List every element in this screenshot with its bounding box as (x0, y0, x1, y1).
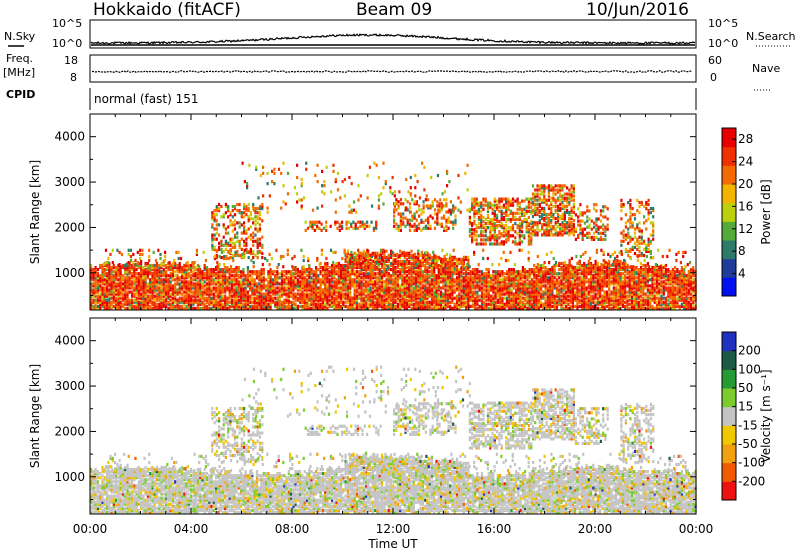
colorbar-tick-label: 50 (738, 381, 753, 395)
y-tick-label: 4000 (54, 334, 85, 348)
beam-label: Beam 09 (356, 0, 433, 20)
x-tick-label: 16:00 (477, 522, 512, 536)
cpid-label: CPID (6, 88, 36, 101)
colorbar-segment (722, 146, 736, 166)
x-tick-label: 08:00 (275, 522, 310, 536)
colorbar-segment (722, 481, 736, 501)
nave-tick-bottom: 0 (710, 71, 717, 84)
y-tick-label: 1000 (54, 266, 85, 280)
nsearch-tick-bottom: 10^0 (708, 37, 739, 50)
colorbar-segment (722, 277, 736, 297)
y-tick-label: 3000 (54, 175, 85, 189)
colorbar-frame (721, 127, 737, 297)
nsky-strip-frame (89, 19, 697, 49)
colorbar-tick-label: -50 (738, 437, 758, 451)
y-tick-label: 2000 (54, 424, 85, 438)
colorbar-tick-label: -200 (738, 474, 765, 488)
colorbar-segment (722, 165, 736, 185)
freq-unit: [MHz] (3, 66, 36, 79)
colorbar-tick-label: 15 (738, 400, 753, 414)
colorbar-segment (722, 202, 736, 222)
power-colorbar: 4 8 12 16 20 24 28 Power [dB] (721, 127, 773, 297)
cpid-value: normal (fast) 151 (94, 92, 199, 106)
colorbar-tick-label: 16 (738, 199, 753, 213)
colorbar-label: Velocity [m s⁻¹] (759, 369, 773, 462)
y-axis-label: Slant Range [km] (28, 364, 42, 468)
colorbar-tick-label: 4 (738, 267, 746, 281)
y-tick-label: 1000 (54, 470, 85, 484)
x-tick-label: 00:00 (679, 522, 714, 536)
colorbar-segment (722, 350, 736, 370)
freq-strip-frame (89, 54, 697, 83)
y-tick-label: 4000 (54, 130, 85, 144)
x-tick-label: 12:00 (376, 522, 411, 536)
nsky-label: N.Sky (4, 30, 36, 43)
colorbar-tick-label: 200 (738, 344, 761, 358)
colorbar-tick-label: 28 (738, 132, 753, 146)
colorbar-tick-label: -100 (738, 456, 765, 470)
y-tick-label: 2000 (54, 220, 85, 234)
freq-label: Freq. (6, 52, 34, 65)
colorbar-tick-label: 24 (738, 155, 753, 169)
freq-tick-bottom: 8 (70, 71, 77, 84)
velocity-colorbar: 200 100 50 15 -15 -50 -100 -200 Velocity [m s⁻¹] (721, 331, 773, 501)
colorbar-segment (722, 462, 736, 482)
x-tick-label: 04:00 (174, 522, 209, 536)
power-data-pixels (90, 161, 697, 310)
velocity-data-pixels (90, 365, 697, 514)
nsky-trace (90, 33, 696, 45)
colorbar-segment (722, 240, 736, 260)
colorbar-segment (722, 406, 736, 426)
nave-label: Nave (752, 62, 781, 75)
nsky-tick-top: 10^5 (52, 17, 83, 30)
nsearch-tick-top: 10^5 (708, 17, 739, 30)
colorbar-segment (722, 425, 736, 445)
colorbar-tick-label: -15 (738, 418, 758, 432)
nsearch-label: N.Search (746, 30, 796, 43)
colorbar-tick-label: 20 (738, 177, 753, 191)
colorbar-tick-label: 8 (738, 244, 746, 258)
colorbar-label: Power [dB] (759, 179, 773, 244)
colorbar-segment (722, 369, 736, 389)
freq-trace (91, 69, 693, 74)
nsky-tick-bottom: 10^0 (52, 37, 83, 50)
colorbar-segment (722, 128, 736, 148)
date-label: 10/Jun/2016 (586, 0, 689, 20)
colorbar-segment (722, 388, 736, 408)
station-title: Hokkaido (fitACF) (93, 0, 241, 20)
colorbar-segment (722, 444, 736, 464)
colorbar-segment (722, 221, 736, 241)
x-tick-label: 00:00 (73, 522, 108, 536)
freq-tick-top: 18 (64, 54, 78, 67)
x-tick-label: 20:00 (578, 522, 613, 536)
nave-tick-top: 60 (708, 54, 722, 67)
y-tick-label: 3000 (54, 379, 85, 393)
colorbar-segment (722, 332, 736, 352)
colorbar-tick-label: 100 (738, 362, 761, 376)
x-axis-label: Time UT (367, 537, 418, 551)
y-axis-label: Slant Range [km] (28, 160, 42, 264)
colorbar-frame (721, 331, 737, 501)
colorbar-tick-label: 12 (738, 222, 753, 236)
colorbar-segment (722, 258, 736, 278)
colorbar-segment (722, 184, 736, 204)
